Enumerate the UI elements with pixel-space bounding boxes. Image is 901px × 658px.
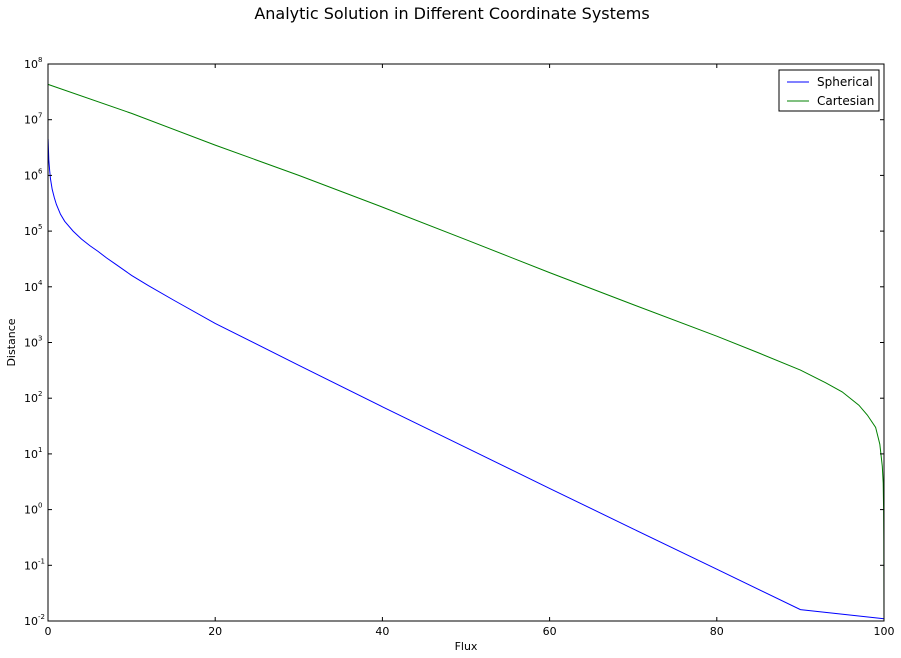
x-tick-label: 40 (375, 625, 389, 638)
legend-box (778, 69, 880, 112)
y-tick-label: 108 (24, 56, 42, 71)
legend: Spherical Cartesian (778, 69, 880, 112)
series-line-cartesian (47, 83, 885, 622)
y-tick-label: 102 (24, 390, 42, 405)
plot-area-frame (47, 63, 885, 622)
y-tick-label: 10-2 (24, 613, 45, 628)
y-tick-label: 100 (24, 502, 42, 517)
series-layer (47, 83, 885, 622)
x-tick-label: 0 (45, 625, 52, 638)
y-tick-label: 101 (24, 446, 42, 461)
y-tick-label: 105 (24, 223, 42, 238)
y-tick-label: 10-1 (24, 557, 45, 572)
x-tick-label: 60 (543, 625, 557, 638)
legend-label-spherical: Spherical (817, 75, 873, 89)
y-tick-label: 106 (24, 167, 43, 182)
x-tick-label: 20 (208, 625, 222, 638)
x-tick-label: 100 (874, 625, 895, 638)
x-axis-label: Flux (455, 640, 478, 653)
series-line-spherical (47, 138, 885, 620)
axis-ticks: 0 20 40 60 80 100 10-2 10-1 100 101 102 103 104 105 10… (24, 56, 895, 638)
y-axis-label: Distance (5, 318, 18, 366)
y-tick-label: 104 (24, 279, 43, 294)
y-tick-label: 103 (24, 335, 42, 350)
chart-title: Analytic Solution in Different Coordinat… (254, 4, 649, 23)
legend-label-cartesian: Cartesian (817, 94, 874, 108)
y-tick-label: 107 (24, 112, 42, 127)
x-tick-label: 80 (710, 625, 724, 638)
